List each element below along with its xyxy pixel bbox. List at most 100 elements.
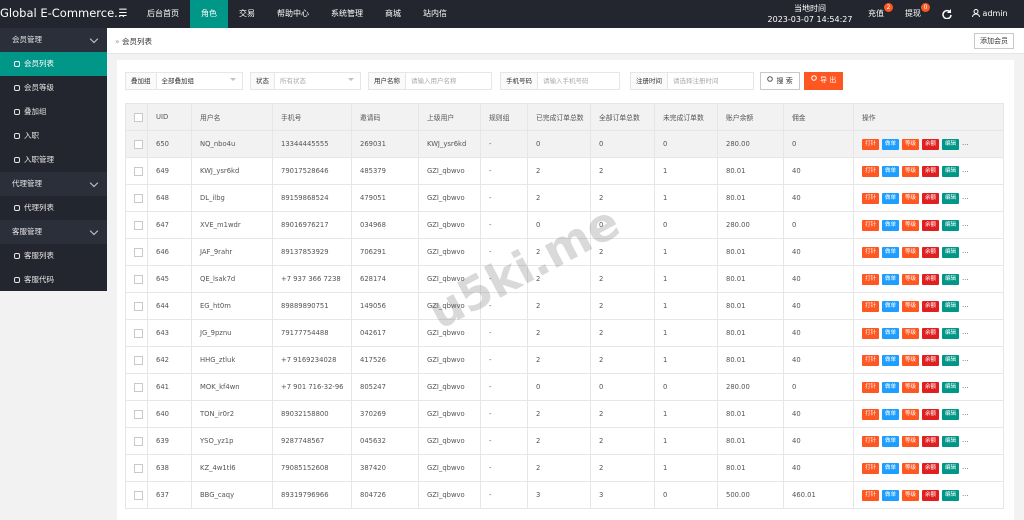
action-button[interactable]: 打针 [862, 489, 879, 501]
checkbox[interactable] [134, 463, 143, 473]
more-button[interactable]: ... [962, 354, 969, 363]
action-button[interactable]: 等级 [902, 300, 919, 312]
filter-field[interactable]: 注册时间 请选择注册时间 [630, 72, 754, 90]
action-button[interactable]: 等级 [902, 354, 919, 366]
sidebar-group[interactable]: 会员管理 [0, 28, 107, 52]
sidebar-item[interactable]: 客服代码 [0, 268, 107, 292]
action-button[interactable]: 做单 [882, 165, 899, 177]
action-button[interactable]: 余额 [922, 165, 939, 177]
action-button[interactable]: 编辑 [942, 435, 959, 447]
more-button[interactable]: ... [962, 489, 969, 498]
nav-item[interactable]: 系统管理 [331, 9, 363, 18]
action-button[interactable]: 等级 [902, 273, 919, 285]
withdraw[interactable]: 提现 0 [905, 0, 930, 28]
action-button[interactable]: 打针 [862, 219, 879, 231]
action-button[interactable]: 做单 [882, 354, 899, 366]
action-button[interactable]: 余额 [922, 219, 939, 231]
sidebar-item[interactable]: 客服列表 [0, 244, 107, 268]
action-button[interactable]: 编辑 [942, 165, 959, 177]
action-button[interactable]: 编辑 [942, 138, 959, 150]
action-button[interactable]: 等级 [902, 327, 919, 339]
more-button[interactable]: ... [962, 327, 969, 336]
action-button[interactable]: 打针 [862, 354, 879, 366]
action-button[interactable]: 编辑 [942, 273, 959, 285]
checkbox[interactable] [134, 436, 143, 446]
checkbox[interactable] [134, 247, 143, 257]
more-button[interactable]: ... [962, 381, 969, 390]
action-button[interactable]: 等级 [902, 435, 919, 447]
checkbox[interactable] [134, 274, 143, 284]
action-button[interactable]: 编辑 [942, 327, 959, 339]
action-button[interactable]: 余额 [922, 192, 939, 204]
more-button[interactable]: ... [962, 408, 969, 417]
checkbox[interactable] [134, 328, 143, 338]
more-button[interactable]: ... [962, 246, 969, 255]
more-button[interactable]: ... [962, 300, 969, 309]
action-button[interactable]: 余额 [922, 408, 939, 420]
action-button[interactable]: 打针 [862, 381, 879, 393]
action-button[interactable]: 做单 [882, 327, 899, 339]
action-button[interactable]: 做单 [882, 192, 899, 204]
nav-item[interactable]: 帮助中心 [277, 9, 309, 18]
action-button[interactable]: 打针 [862, 462, 879, 474]
more-button[interactable]: ... [962, 273, 969, 282]
export-button[interactable]: 导 出 [804, 72, 843, 90]
action-button[interactable]: 做单 [882, 462, 899, 474]
action-button[interactable]: 打针 [862, 165, 879, 177]
checkbox[interactable] [134, 382, 143, 392]
more-button[interactable]: ... [962, 138, 969, 147]
checkbox[interactable] [134, 193, 143, 203]
checkbox[interactable] [134, 166, 143, 176]
action-button[interactable]: 编辑 [942, 462, 959, 474]
recharge[interactable]: 充值 2 [868, 0, 893, 28]
more-button[interactable]: ... [962, 435, 969, 444]
action-button[interactable]: 打针 [862, 138, 879, 150]
checkbox[interactable] [134, 355, 143, 365]
action-button[interactable]: 余额 [922, 273, 939, 285]
filter-field[interactable]: 叠加组 全部叠加组 [125, 72, 243, 90]
sidebar-group[interactable]: 代理管理 [0, 172, 107, 196]
action-button[interactable]: 编辑 [942, 489, 959, 501]
action-button[interactable]: 等级 [902, 381, 919, 393]
action-button[interactable]: 打针 [862, 327, 879, 339]
filter-field[interactable]: 用户名称 请输入用户名称 [368, 72, 492, 90]
checkbox[interactable] [134, 409, 143, 419]
action-button[interactable]: 余额 [922, 300, 939, 312]
nav-item[interactable]: 商城 [385, 9, 401, 18]
checkbox[interactable] [134, 490, 143, 500]
more-button[interactable]: ... [962, 219, 969, 228]
action-button[interactable]: 等级 [902, 219, 919, 231]
filter-field[interactable]: 状态 所有状态 [250, 72, 361, 90]
filter-field[interactable]: 手机号码 请输入手机号码 [500, 72, 620, 90]
action-button[interactable]: 等级 [902, 138, 919, 150]
user-menu[interactable]: admin [972, 0, 1008, 28]
nav-item[interactable]: 站内信 [423, 9, 447, 18]
action-button[interactable]: 做单 [882, 246, 899, 258]
action-button[interactable]: 编辑 [942, 219, 959, 231]
action-button[interactable]: 等级 [902, 489, 919, 501]
action-button[interactable]: 等级 [902, 462, 919, 474]
checkbox[interactable] [134, 112, 143, 122]
sidebar-item[interactable]: 会员等级 [0, 76, 107, 100]
search-button[interactable]: 搜 索 [760, 72, 800, 90]
action-button[interactable]: 余额 [922, 435, 939, 447]
action-button[interactable]: 余额 [922, 138, 939, 150]
action-button[interactable]: 打针 [862, 408, 879, 420]
action-button[interactable]: 做单 [882, 138, 899, 150]
sidebar-item[interactable]: 入职 [0, 124, 107, 148]
action-button[interactable]: 余额 [922, 381, 939, 393]
action-button[interactable]: 编辑 [942, 246, 959, 258]
action-button[interactable]: 编辑 [942, 354, 959, 366]
sidebar-item[interactable]: 叠加组 [0, 100, 107, 124]
action-button[interactable]: 编辑 [942, 381, 959, 393]
checkbox[interactable] [134, 301, 143, 311]
checkbox[interactable] [134, 220, 143, 230]
action-button[interactable]: 打针 [862, 246, 879, 258]
action-button[interactable]: 打针 [862, 192, 879, 204]
more-button[interactable]: ... [962, 165, 969, 174]
action-button[interactable]: 余额 [922, 246, 939, 258]
logo[interactable]: Global E-Commerce... [0, 6, 126, 20]
refresh-icon[interactable] [942, 9, 952, 19]
action-button[interactable]: 编辑 [942, 300, 959, 312]
nav-item[interactable]: 后台首页 [147, 9, 179, 18]
